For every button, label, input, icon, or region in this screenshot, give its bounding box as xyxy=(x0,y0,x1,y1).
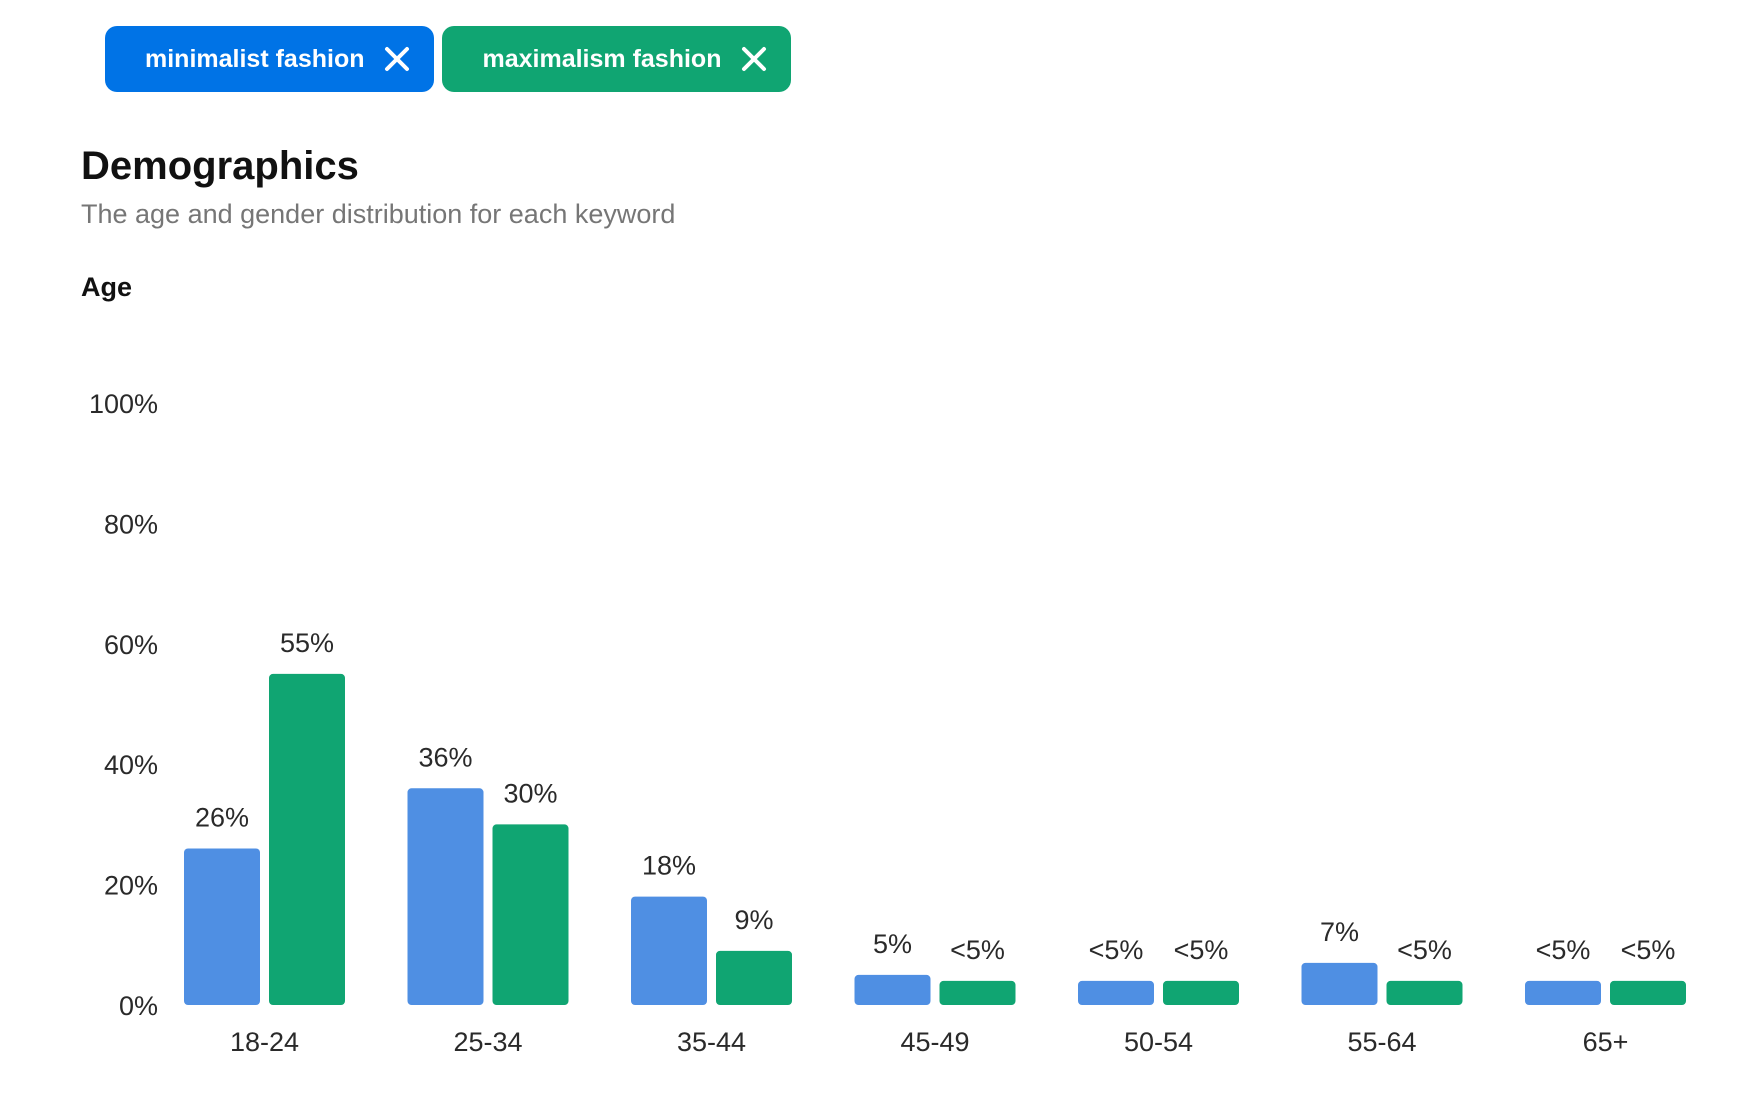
x-category-label: 45-49 xyxy=(900,1027,969,1057)
bar-value-label: 18% xyxy=(642,851,696,881)
bar-maximalism-18-24[interactable] xyxy=(269,673,345,1005)
bar-value-label: 5% xyxy=(873,929,912,959)
bar-maximalism-45-49[interactable] xyxy=(939,980,1016,1005)
age-section-label: Age xyxy=(81,272,133,302)
bar-value-label: <5% xyxy=(1089,935,1144,965)
close-icon[interactable] xyxy=(741,46,767,72)
bar-value-label: <5% xyxy=(1397,935,1452,965)
bar-minimalist-35-44[interactable] xyxy=(631,896,707,1005)
bar-maximalism-35-44[interactable] xyxy=(716,950,792,1005)
bar-value-label: <5% xyxy=(1621,935,1676,965)
y-tick-label: 80% xyxy=(104,509,158,539)
bar-maximalism-65+[interactable] xyxy=(1610,980,1686,1005)
x-category-label: 55-64 xyxy=(1347,1027,1416,1057)
bar-maximalism-25-34[interactable] xyxy=(492,824,569,1005)
y-tick-label: 0% xyxy=(119,991,158,1021)
bar-minimalist-45-49[interactable] xyxy=(854,974,931,1005)
y-tick-label: 100% xyxy=(89,389,158,419)
keyword-chip-minimalist[interactable]: minimalist fashion xyxy=(105,26,435,92)
x-category-label: 25-34 xyxy=(453,1027,522,1057)
bar-maximalism-50-54[interactable] xyxy=(1163,980,1239,1005)
bar-value-label: 7% xyxy=(1320,917,1359,947)
bar-value-label: <5% xyxy=(1174,935,1229,965)
bar-value-label: 26% xyxy=(195,802,249,832)
bar-value-label: 30% xyxy=(503,778,557,808)
bar-value-label: 36% xyxy=(418,742,472,772)
bar-value-label: 9% xyxy=(734,905,773,935)
bar-minimalist-65+[interactable] xyxy=(1525,980,1601,1005)
bar-value-label: <5% xyxy=(950,935,1005,965)
keyword-chip-maximalism[interactable]: maximalism fashion xyxy=(442,26,792,92)
bar-minimalist-18-24[interactable] xyxy=(184,848,260,1005)
keyword-chip-label: maximalism fashion xyxy=(482,44,722,73)
close-icon[interactable] xyxy=(384,46,410,72)
x-category-label: 35-44 xyxy=(677,1027,746,1057)
page-title: Demographics xyxy=(81,144,359,188)
y-tick-label: 60% xyxy=(104,630,158,660)
page-subtitle: The age and gender distribution for each… xyxy=(81,199,676,229)
keyword-chip-label: minimalist fashion xyxy=(145,44,365,73)
y-tick-label: 20% xyxy=(104,871,158,901)
x-category-label: 50-54 xyxy=(1124,1027,1193,1057)
bar-minimalist-55-64[interactable] xyxy=(1301,962,1378,1005)
bar-minimalist-25-34[interactable] xyxy=(407,788,484,1005)
x-category-label: 65+ xyxy=(1583,1027,1629,1057)
x-category-label: 18-24 xyxy=(230,1027,299,1057)
bar-value-label: 55% xyxy=(280,628,334,658)
bar-maximalism-55-64[interactable] xyxy=(1386,980,1463,1005)
keyword-chips: minimalist fashion maximalism fashion xyxy=(105,26,792,92)
y-tick-label: 40% xyxy=(104,750,158,780)
bar-value-label: <5% xyxy=(1536,935,1591,965)
bar-minimalist-50-54[interactable] xyxy=(1078,980,1154,1005)
